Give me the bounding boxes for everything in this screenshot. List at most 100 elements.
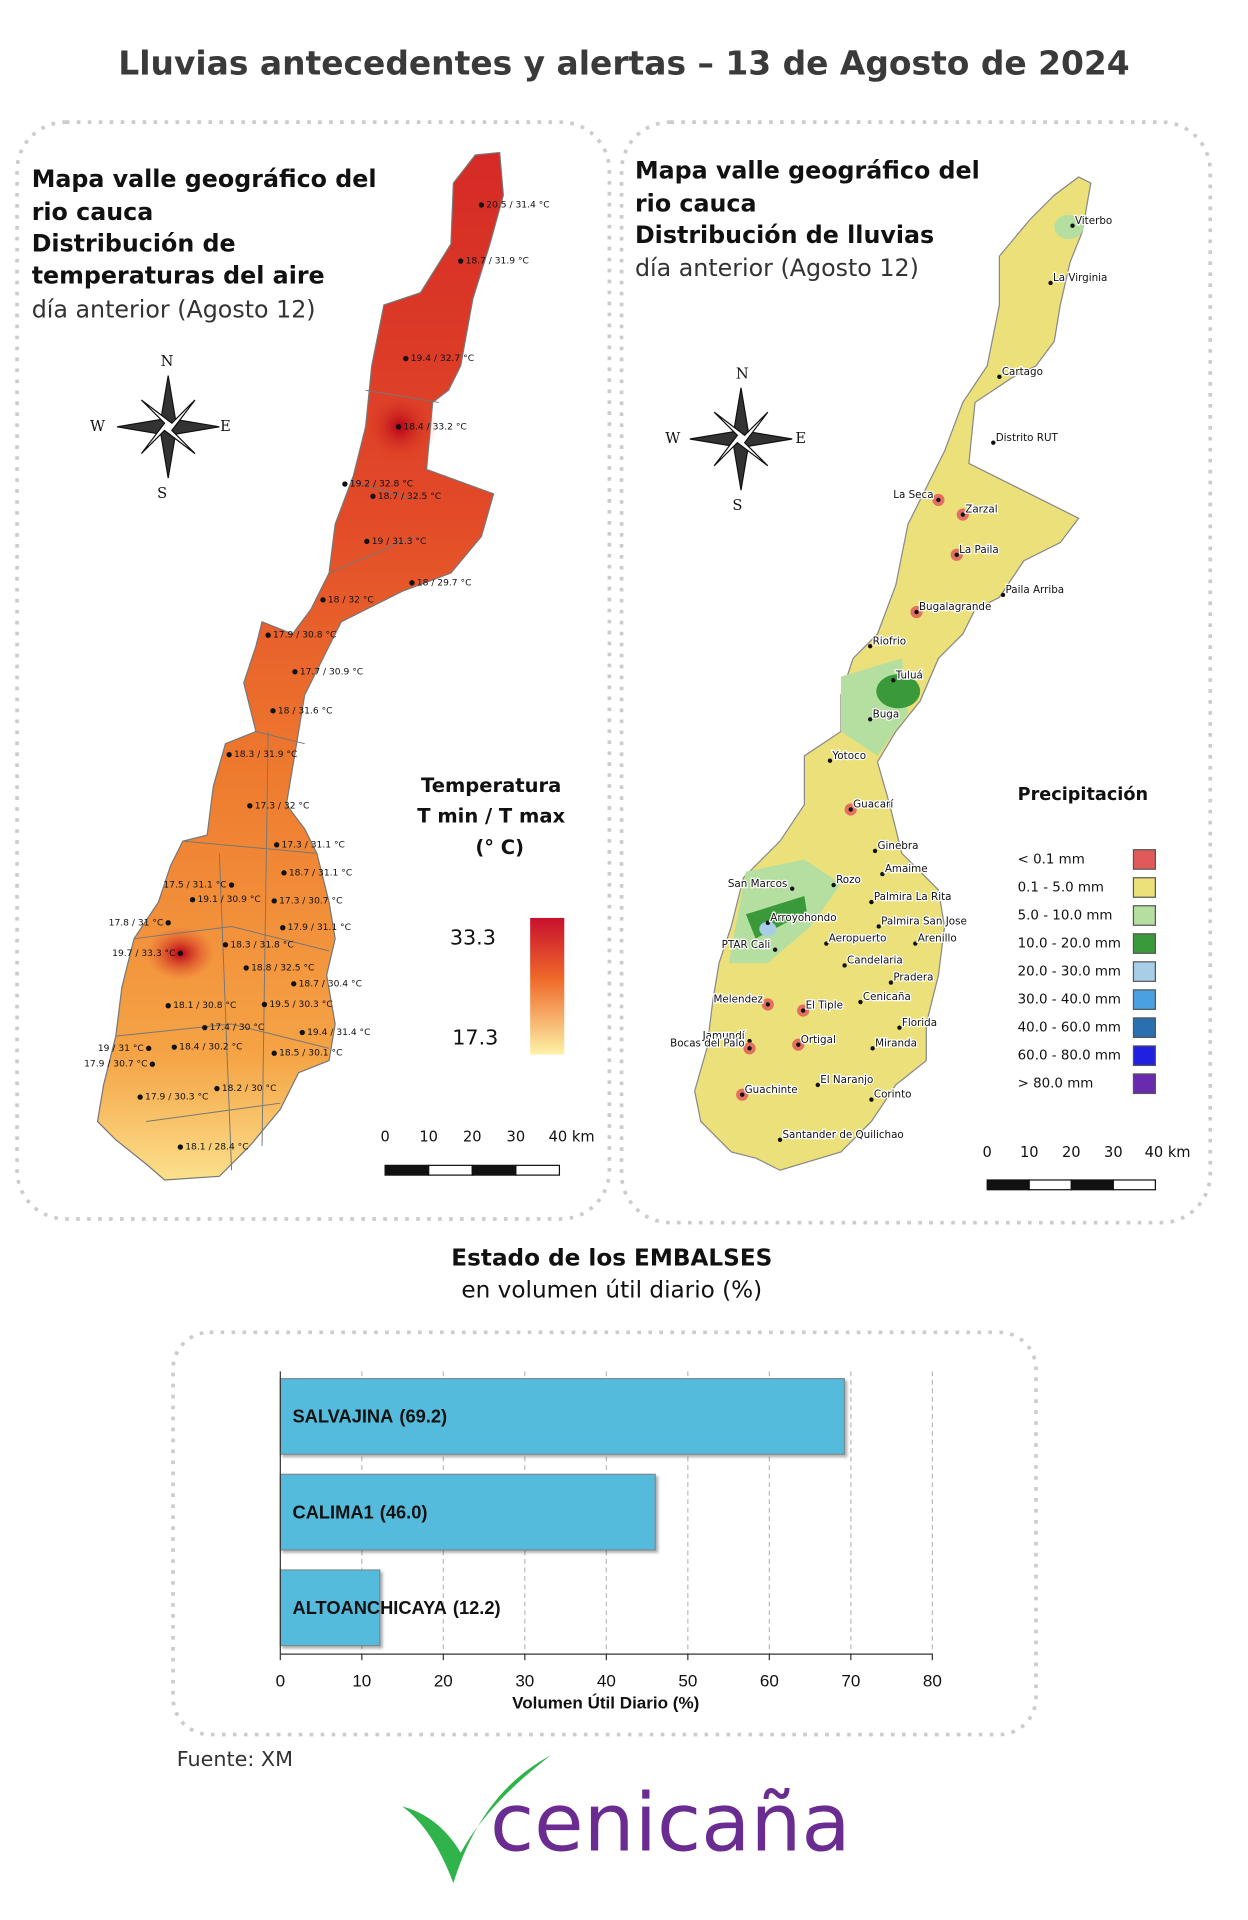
station-dot <box>831 882 836 888</box>
station-label: 18.2 / 30 °C <box>222 1084 277 1094</box>
legend-swatch <box>1132 1045 1156 1067</box>
legend-swatch <box>1132 905 1156 926</box>
station-label: Melendez <box>713 994 762 1006</box>
bar-value-label: (46.0) <box>380 1501 428 1522</box>
station-label: 18.5 / 30.1 °C <box>279 1049 342 1059</box>
panel-title: rio cauca <box>635 189 757 217</box>
station-dot <box>913 941 918 946</box>
station-dot <box>270 708 276 714</box>
station-dot <box>1070 223 1075 228</box>
scale-label: 30 <box>1104 1144 1123 1161</box>
x-tick-label: 10 <box>352 1672 371 1691</box>
station-label: 17.8 / 31 °C <box>109 918 164 928</box>
station-dot <box>478 202 485 208</box>
bar-label: ALTOANCHICAYA (12.2) <box>293 1597 501 1618</box>
station-dot <box>815 1082 820 1088</box>
logo-mark <box>402 1755 551 1884</box>
station-dot <box>1000 592 1006 598</box>
compass <box>116 375 220 479</box>
station-dot <box>271 1050 277 1056</box>
station-dot <box>320 597 326 603</box>
station-label: Ortigal <box>801 1034 836 1046</box>
chart-subtitle: en volumen útil diario (%) <box>461 1277 762 1303</box>
legend-title: Temperatura <box>421 774 561 797</box>
panel-title: Mapa valle geográfico del <box>32 165 377 193</box>
station-dot <box>265 632 271 638</box>
station-label: 18.8 / 32.5 °C <box>251 963 314 973</box>
legend-title: Precipitación <box>1018 785 1148 805</box>
compass-letter: E <box>795 430 806 447</box>
station-label: 19.7 / 33.3 °C <box>112 949 175 959</box>
station-label: 17.4 / 30 °C <box>210 1023 265 1033</box>
station-label: 18.1 / 30.8 °C <box>173 1001 236 1011</box>
panel-title: rio cauca <box>32 198 154 226</box>
station-dot <box>137 1094 143 1100</box>
scale-segment <box>1112 1179 1156 1191</box>
station-dot <box>222 942 229 948</box>
scale-segment <box>986 1179 1030 1191</box>
station-dot <box>765 920 771 926</box>
station-label: 18.3 / 31.9 °C <box>234 750 297 760</box>
legend-swatch <box>1132 877 1156 898</box>
station-dot <box>867 717 873 722</box>
station-dot <box>1048 280 1053 286</box>
bar-category: ALTOANCHICAYA <box>293 1597 447 1618</box>
station-dot <box>765 1002 771 1007</box>
station-dot <box>869 899 874 905</box>
legend-label: 5.0 - 10.0 mm <box>1018 909 1113 924</box>
station-label: Palmira San Jose <box>881 916 967 928</box>
compass-letter: E <box>220 418 231 435</box>
station-dot <box>936 497 941 503</box>
station-dot <box>214 1085 220 1092</box>
x-axis-title: Volumen Útil Diario (%) <box>512 1694 699 1713</box>
legend-label: > 80.0 mm <box>1018 1077 1094 1092</box>
station-label: Jamundí <box>702 1030 746 1042</box>
station-dot <box>247 803 253 809</box>
station-dot <box>867 643 873 649</box>
station-label: Bocas del Palo <box>670 1037 745 1049</box>
compass <box>689 387 793 491</box>
station-label: Arenillo <box>918 933 957 945</box>
station-label: Amaime <box>885 863 928 875</box>
x-tick-label: 0 <box>276 1672 285 1691</box>
station-label: 19 / 31.3 °C <box>372 537 427 547</box>
station-dot <box>870 1046 875 1051</box>
station-label: 17.5 / 31.1 °C <box>163 881 226 891</box>
station-label: 18.7 / 31.1 °C <box>289 868 352 878</box>
station-label: Ginebra <box>878 840 919 852</box>
x-tick-label: 80 <box>923 1672 942 1691</box>
panel <box>171 1330 1038 1737</box>
bar-value-label: (12.2) <box>453 1597 501 1618</box>
station-label: Zarzal <box>965 504 997 516</box>
station-dot <box>914 609 919 615</box>
station-dot <box>997 374 1002 380</box>
scale-segment <box>1070 1179 1114 1191</box>
station-dot <box>747 1038 752 1044</box>
station-label: Santander de Quilichao <box>782 1129 903 1141</box>
station-label: La Virginia <box>1053 272 1107 284</box>
legend-label: 60.0 - 80.0 mm <box>1018 1049 1121 1064</box>
station-label: 18.1 / 28.4 °C <box>185 1143 248 1153</box>
compass-letter: S <box>732 497 742 514</box>
legend-max: 33.3 <box>450 926 496 950</box>
station-dot <box>146 1045 152 1052</box>
scale-label: 0 <box>983 1144 992 1161</box>
station-label: 17.3 / 31.1 °C <box>282 840 345 850</box>
station-label: 18.3 / 31.8 °C <box>230 940 293 950</box>
station-label: 17.7 / 30.9 °C <box>300 667 363 677</box>
station-label: 17.9 / 31.1 °C <box>288 923 351 933</box>
station-label: 18 / 31.6 °C <box>278 706 333 716</box>
station-label: Guacarí <box>853 799 894 811</box>
station-dot <box>991 440 996 445</box>
scale-segment <box>515 1164 561 1176</box>
station-label: 17.9 / 30.7 °C <box>84 1060 147 1070</box>
panel-title: Mapa valle geográfico del <box>635 157 980 185</box>
station-dot <box>848 807 853 812</box>
station-label: 19.5 / 30.3 °C <box>269 1000 332 1010</box>
station-dot <box>281 870 287 876</box>
station-dot <box>165 1003 171 1009</box>
station-dot <box>342 481 348 487</box>
station-dot <box>772 947 778 952</box>
station-label: Miranda <box>875 1037 917 1049</box>
legend-swatch <box>1132 1017 1156 1038</box>
